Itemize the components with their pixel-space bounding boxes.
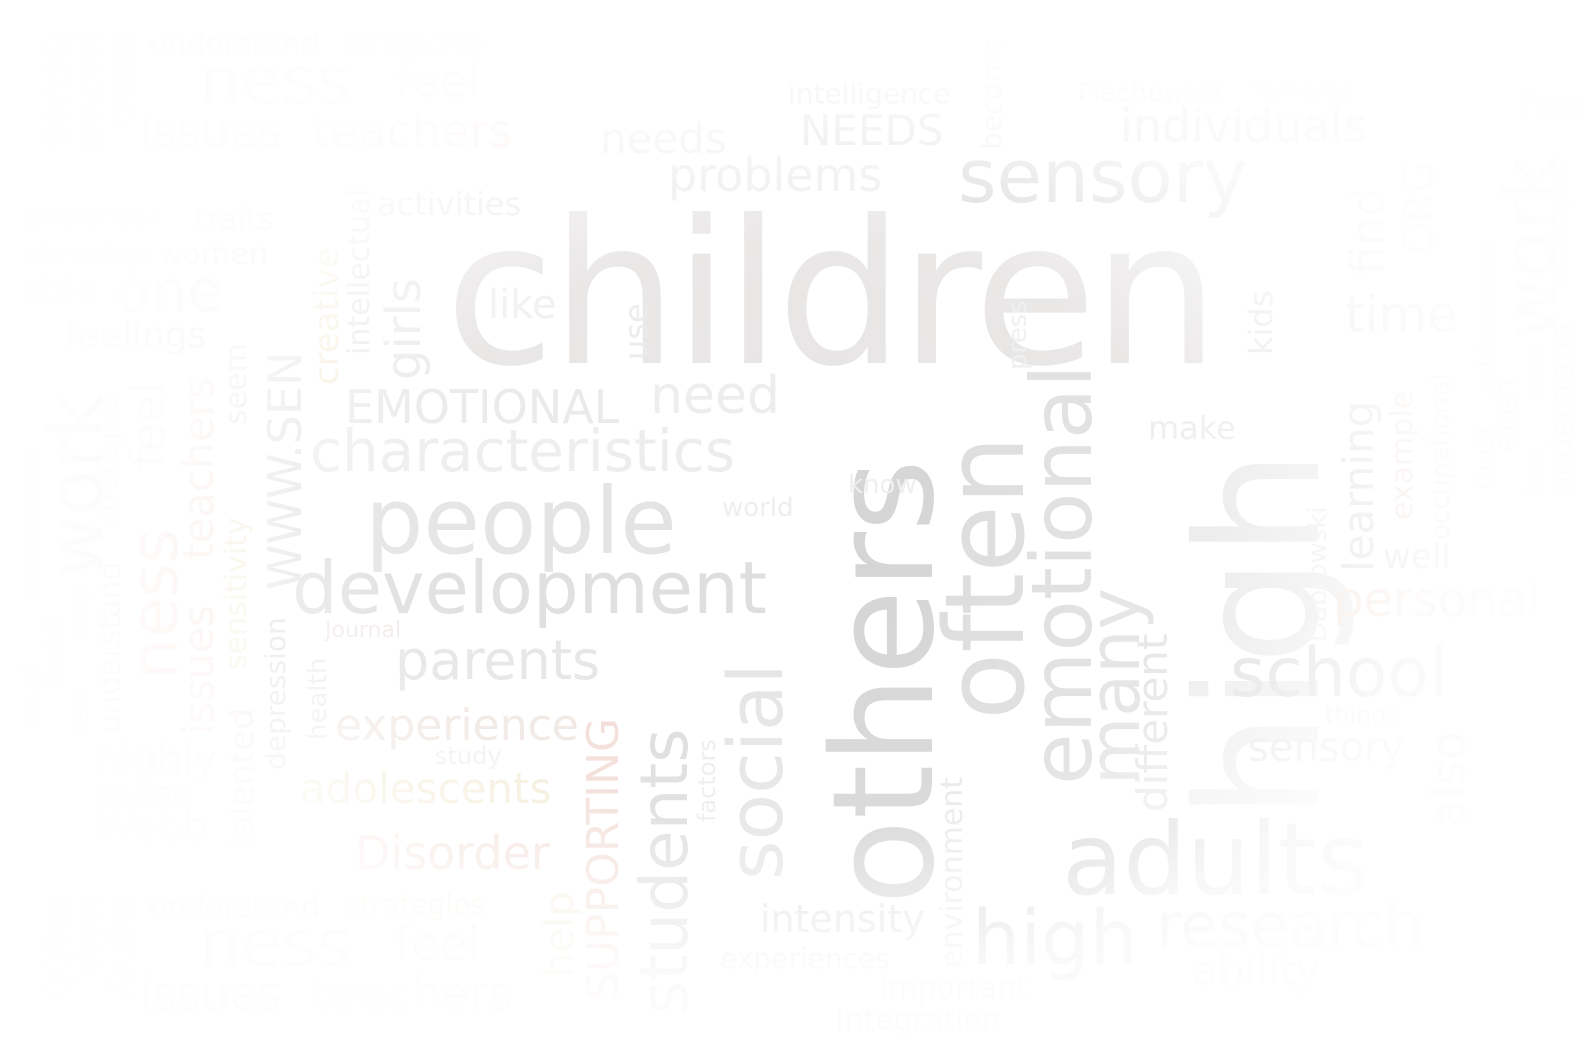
word-ability: ability (1192, 946, 1321, 995)
word-development: development (292, 546, 767, 630)
word-depression: depression (259, 617, 292, 770)
word-personal: personal (1333, 572, 1541, 628)
word-become: become (975, 37, 1008, 150)
word-fee-r: fee (1520, 83, 1584, 129)
word-webb-l: Webb (95, 805, 208, 851)
word-must-r: must (1470, 424, 1500, 490)
word-feel-bl: feel (395, 917, 481, 971)
word-strategies-r: strategies (1546, 160, 1576, 290)
word-one: one (115, 257, 223, 325)
word-disorder: Disorder (355, 826, 550, 880)
word-also: also (1421, 730, 1477, 828)
word-less-r: less (1520, 448, 1548, 495)
word-adolescents: adolescents (300, 764, 552, 813)
word-different: different (1128, 633, 1177, 812)
word-social: social (711, 663, 800, 880)
word-piechowski: Piechowski (1078, 78, 1221, 108)
word-strategies-tl: strategies (345, 25, 485, 58)
word-sensory-mid: sensory (1248, 725, 1405, 771)
word-journal: Journal (325, 618, 402, 643)
word-EMOTIONAL: EMOTIONAL (345, 380, 620, 434)
word-feel-l: feel (121, 382, 175, 468)
word-find: find (1341, 187, 1395, 275)
word-understand-r: understand (1545, 323, 1580, 495)
word-press: press (1003, 300, 1033, 370)
word-world: world (722, 493, 794, 523)
word-issues-l: issues (174, 605, 223, 735)
word-factors: factors (693, 739, 721, 822)
word-well: well (1383, 537, 1451, 577)
word-students: students (626, 728, 703, 1015)
word-females: females (1252, 76, 1356, 106)
word-talented: talented (222, 708, 262, 850)
word-highly-tl: Webb (103, 30, 143, 126)
word-highly-bl: highly (103, 893, 143, 997)
word-webb-bl: Webb (37, 893, 81, 1000)
word-integration: integration (836, 1003, 1001, 1038)
word-parents: parents (395, 629, 601, 692)
word-teachers-l: teachers (174, 377, 223, 560)
word-existential: existential (22, 203, 157, 233)
word-child-l: child (70, 587, 95, 640)
word-webb-tl: issues (37, 30, 81, 148)
word-strategies-bl: strategies (345, 888, 485, 921)
word-ORG: ORG (1394, 160, 1443, 255)
word-creative: creative (307, 247, 347, 386)
word-important: important (880, 971, 1029, 1006)
word-intelligence: intelligence (788, 77, 951, 110)
word-achievement-l: achievement (18, 443, 46, 600)
word-issues-bl: issues (140, 967, 283, 1021)
word-issues-tl: issues (140, 104, 283, 158)
word-occupational: occupational (1426, 373, 1456, 540)
word-feel-tl: feel (395, 54, 481, 108)
word-know: know (848, 470, 917, 500)
word-achievement-r: achievement (1472, 238, 1500, 395)
word-school: school (1230, 634, 1449, 713)
word-experiences: experiences (720, 942, 890, 975)
word-health: health (303, 657, 333, 740)
word-NEEDS: NEEDS (800, 106, 944, 155)
word-sensitivity: sensitivity (219, 517, 254, 670)
word-teachers-tl: teachers (312, 104, 513, 158)
word-seem: seem (219, 343, 254, 425)
word-use: use (617, 303, 655, 360)
word-need: need (650, 366, 780, 426)
word-www-sen: WWW.SEN (258, 351, 312, 590)
word-able: able (20, 269, 98, 310)
word-even-l: even (35, 616, 70, 690)
word-sense-bl: sense (76, 893, 109, 975)
word-less-l: less (66, 685, 94, 732)
word-things: things (1325, 701, 1400, 729)
word-strategies-l: strategies (94, 395, 124, 525)
word-like: like (488, 282, 557, 328)
word-SUPPORTING: SUPPORTING (578, 717, 629, 1000)
word-sense-tl: teachers (76, 30, 109, 152)
word-help: help (537, 891, 583, 978)
word-kids: kids (1242, 290, 1280, 355)
word-teachers-bl: teachers (312, 967, 513, 1021)
word-example: example (1385, 390, 1420, 520)
word-make: make (1148, 409, 1236, 447)
word-learning: learning (1334, 400, 1383, 572)
word-intensity: intensity (760, 897, 925, 941)
word-high: high (972, 893, 1138, 982)
word-individuals: individuals (1120, 99, 1368, 153)
word-environment: environment (935, 776, 970, 968)
word-feelings: feelings (65, 315, 207, 356)
word-intellectual: intellectual (342, 188, 377, 355)
word-time: time (1345, 286, 1458, 344)
word-girls: girls (376, 278, 432, 380)
word-traits: traits (195, 202, 274, 237)
word-highly-l: highly (95, 737, 217, 783)
word-activities: activities (377, 185, 522, 223)
word-problems: problems (668, 148, 883, 202)
word-dabrowski: Dabrowski (1303, 506, 1333, 642)
